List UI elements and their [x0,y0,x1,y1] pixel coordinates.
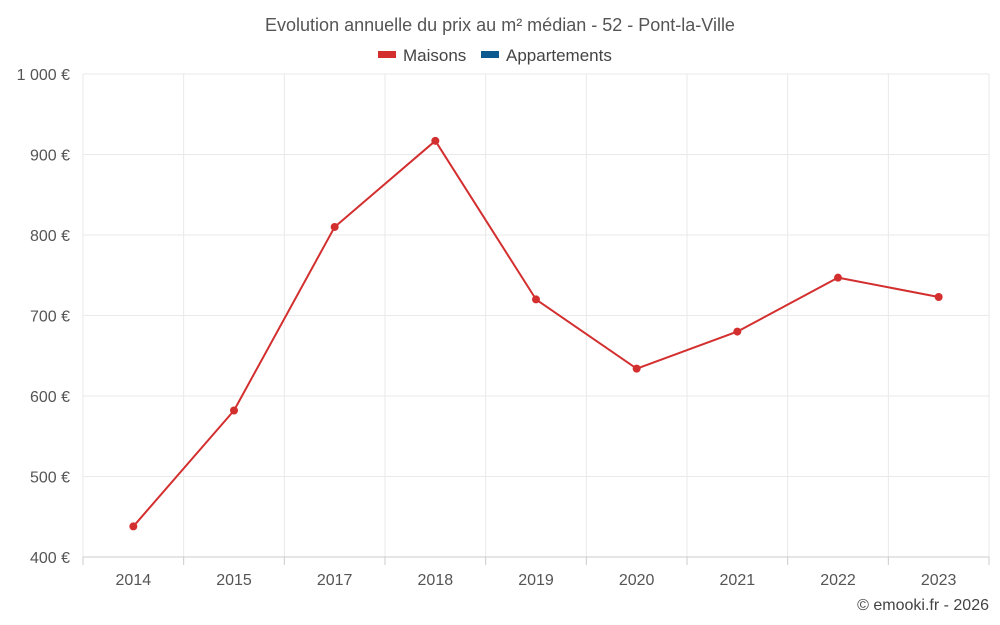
legend-label-maisons: Maisons [403,46,466,65]
y-tick-label: 400 € [30,550,70,567]
y-tick-label: 1 000 € [17,67,70,84]
legend-label-appartements: Appartements [506,46,612,65]
y-tick-label: 800 € [30,228,70,245]
legend: Maisons Appartements [378,46,612,65]
axes: 400 € 500 € 600 € 700 € 800 € 900 € 1 000 € 201… [17,67,990,589]
y-tick-label: 600 € [30,389,70,406]
x-tick-label: 2019 [518,572,554,589]
data-point[interactable] [431,136,440,145]
chart-title: Evolution annuelle du prix au m² médian … [265,15,735,35]
legend-swatch-maisons [378,51,396,58]
data-point[interactable] [733,327,742,336]
data-point[interactable] [934,292,943,301]
x-tick-label: 2015 [216,572,252,589]
series-line-maisons [132,139,939,528]
x-tick-label: 2020 [619,572,655,589]
y-tick-label: 900 € [30,148,70,165]
x-tick-label: 2023 [921,572,957,589]
x-tick-label: 2017 [317,572,353,589]
x-tick-label: 2021 [720,572,756,589]
y-tick-label: 500 € [30,470,70,487]
series [129,136,943,531]
data-point[interactable] [834,273,842,282]
data-point[interactable] [632,364,641,373]
y-tick-label: 700 € [30,309,70,326]
legend-swatch-appartements [481,51,499,58]
x-tick-label: 2018 [418,572,454,589]
grid [82,73,990,557]
legend-item-maisons[interactable]: Maisons [378,46,466,65]
x-tick-label: 2022 [820,572,856,589]
data-point[interactable] [532,295,540,304]
x-tick-label: 2014 [116,572,152,589]
legend-item-appartements[interactable]: Appartements [481,46,612,65]
data-point[interactable] [330,222,339,231]
data-point[interactable] [129,522,138,531]
credit-text: © emooki.fr - 2026 [857,597,989,614]
data-point[interactable] [230,406,238,415]
